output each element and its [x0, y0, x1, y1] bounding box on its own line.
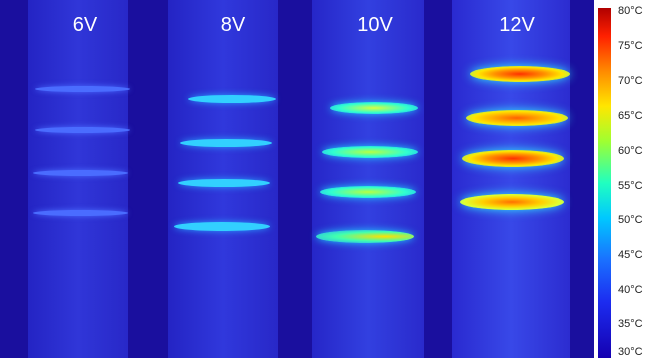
band-6v-1 — [35, 86, 130, 92]
colorbar-tick-40: 40°C — [618, 284, 643, 296]
strip-12v — [452, 0, 570, 358]
band-6v-2 — [35, 127, 130, 133]
temperature-colorbar — [598, 8, 611, 358]
band-10v-4 — [316, 230, 414, 243]
voltage-label-10v: 10V — [357, 14, 393, 36]
band-10v-1 — [330, 102, 418, 114]
voltage-label-6v: 6V — [72, 14, 98, 36]
band-10v-3 — [320, 186, 416, 198]
colorbar-tick-50: 50°C — [618, 214, 643, 226]
strip-6v — [28, 0, 128, 358]
voltage-label-12v: 12V — [499, 14, 535, 36]
colorbar-tick-80: 80°C — [618, 5, 643, 17]
band-12v-1 — [470, 66, 570, 82]
band-6v-4 — [33, 210, 128, 216]
colorbar-tick-70: 70°C — [618, 75, 643, 87]
band-12v-3 — [462, 150, 564, 167]
band-8v-4 — [174, 222, 270, 231]
strip-10v — [312, 0, 424, 358]
colorbar-tick-75: 75°C — [618, 40, 643, 52]
band-12v-4 — [460, 194, 564, 210]
band-8v-3 — [178, 179, 270, 187]
band-8v-1 — [188, 95, 276, 103]
band-10v-2 — [322, 146, 418, 158]
band-12v-2 — [466, 110, 568, 126]
colorbar-tick-55: 55°C — [618, 180, 643, 192]
band-6v-3 — [33, 170, 128, 176]
thermal-image: 6V 8V 10V 12V — [0, 0, 594, 358]
colorbar-tick-30: 30°C — [618, 346, 643, 358]
colorbar-tick-60: 60°C — [618, 145, 643, 157]
voltage-label-8v: 8V — [220, 14, 246, 36]
band-8v-2 — [180, 139, 272, 147]
colorbar-tick-35: 35°C — [618, 318, 643, 330]
colorbar-tick-65: 65°C — [618, 110, 643, 122]
colorbar-tick-45: 45°C — [618, 249, 643, 261]
